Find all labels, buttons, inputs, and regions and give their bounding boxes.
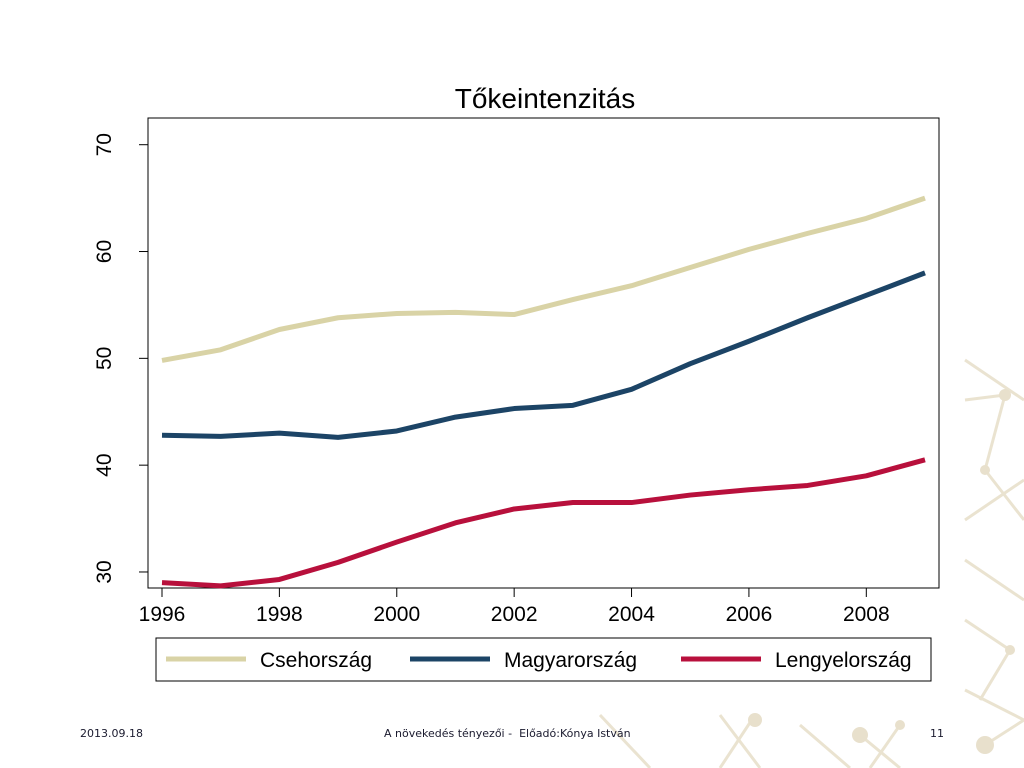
chart-title: Tőkeintenzitás	[455, 83, 636, 114]
x-tick-label: 2008	[843, 603, 890, 626]
x-tick-label: 1998	[256, 603, 303, 626]
legend-label: Lengyelország	[775, 649, 912, 672]
x-tick-label: 2002	[491, 603, 538, 626]
series-line	[161, 195, 926, 363]
y-tick-label: 70	[93, 133, 116, 156]
plot-area-frame	[147, 117, 940, 589]
series-line	[161, 457, 926, 589]
y-tick-label: 40	[93, 453, 116, 476]
footer-presentation-title: A növekedés tényezői - Előadó:Kónya Istv…	[384, 727, 631, 740]
y-axis-ticks: 30 40 50 60 70	[93, 133, 148, 584]
y-tick-label: 50	[93, 347, 116, 370]
footer-page-number: 11	[930, 727, 944, 740]
y-tick-label: 30	[93, 560, 116, 583]
legend-label: Magyarország	[504, 649, 637, 672]
x-tick-label: 1996	[139, 603, 186, 626]
legend-label: Csehország	[260, 649, 372, 672]
series-lines	[161, 195, 926, 589]
x-tick-label: 2000	[373, 603, 420, 626]
x-tick-label: 2004	[608, 603, 655, 626]
y-tick-label: 60	[93, 240, 116, 263]
legend-box	[155, 637, 932, 682]
legend: Csehország Magyarország Lengyelország	[166, 649, 912, 672]
x-axis-ticks: 1996 1998 2000 2002 2004 2006 2008	[139, 588, 890, 626]
series-line	[161, 270, 926, 440]
footer-date: 2013.09.18	[80, 727, 143, 740]
x-tick-label: 2006	[726, 603, 773, 626]
